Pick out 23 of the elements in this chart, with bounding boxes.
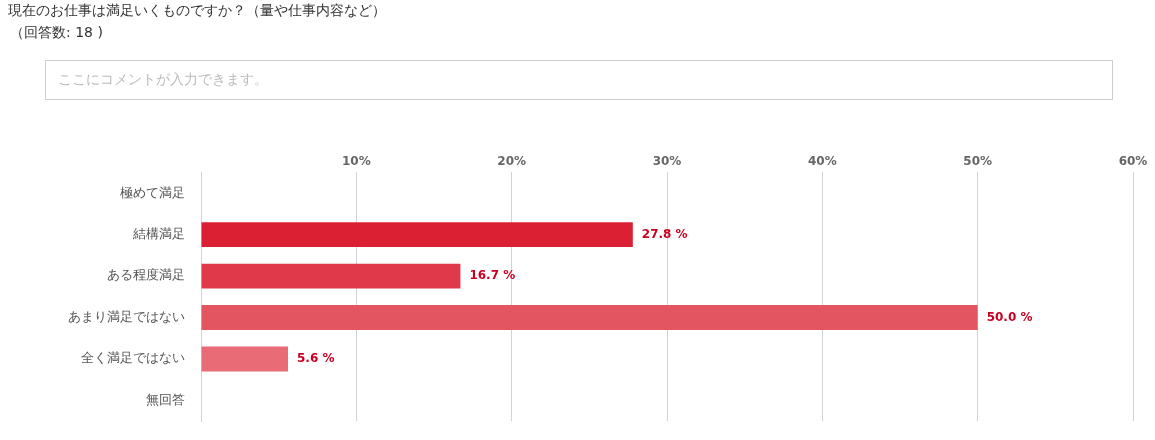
- x-tick-label: 50%: [963, 154, 993, 169]
- text: （回答数: 18 ): [10, 24, 103, 42]
- comment-field: ここにコメントが入力できます。: [45, 60, 1113, 100]
- y-tick-label: あまり満足ではない: [68, 308, 185, 324]
- y-tick-label: 結構満足: [132, 225, 185, 241]
- bar: [201, 263, 461, 289]
- y-tick-label: ある程度満足: [107, 267, 185, 283]
- y-tick-label: 極めて満足: [120, 184, 185, 200]
- data-label: 50.0 %: [986, 309, 1033, 324]
- bar: [201, 222, 633, 248]
- data-label: 5.6 %: [296, 351, 335, 366]
- bar: [201, 305, 978, 330]
- data-label: 16.7 %: [469, 268, 516, 283]
- x-tick-label: 30%: [652, 154, 682, 169]
- bar: [201, 346, 288, 372]
- x-tick-label: 40%: [807, 154, 837, 169]
- y-tick-label: 全く満足ではない: [81, 350, 185, 366]
- chart-title: 現在のお仕事は満足いくものですか？（量や仕事内容など）: [8, 2, 386, 20]
- data-label: 27.8 %: [641, 226, 688, 241]
- x-tick-label: 60%: [1118, 154, 1148, 169]
- y-tick-label: 無回答: [146, 391, 185, 407]
- x-tick-label: 10%: [341, 154, 371, 169]
- x-tick-label: 20%: [497, 154, 527, 169]
